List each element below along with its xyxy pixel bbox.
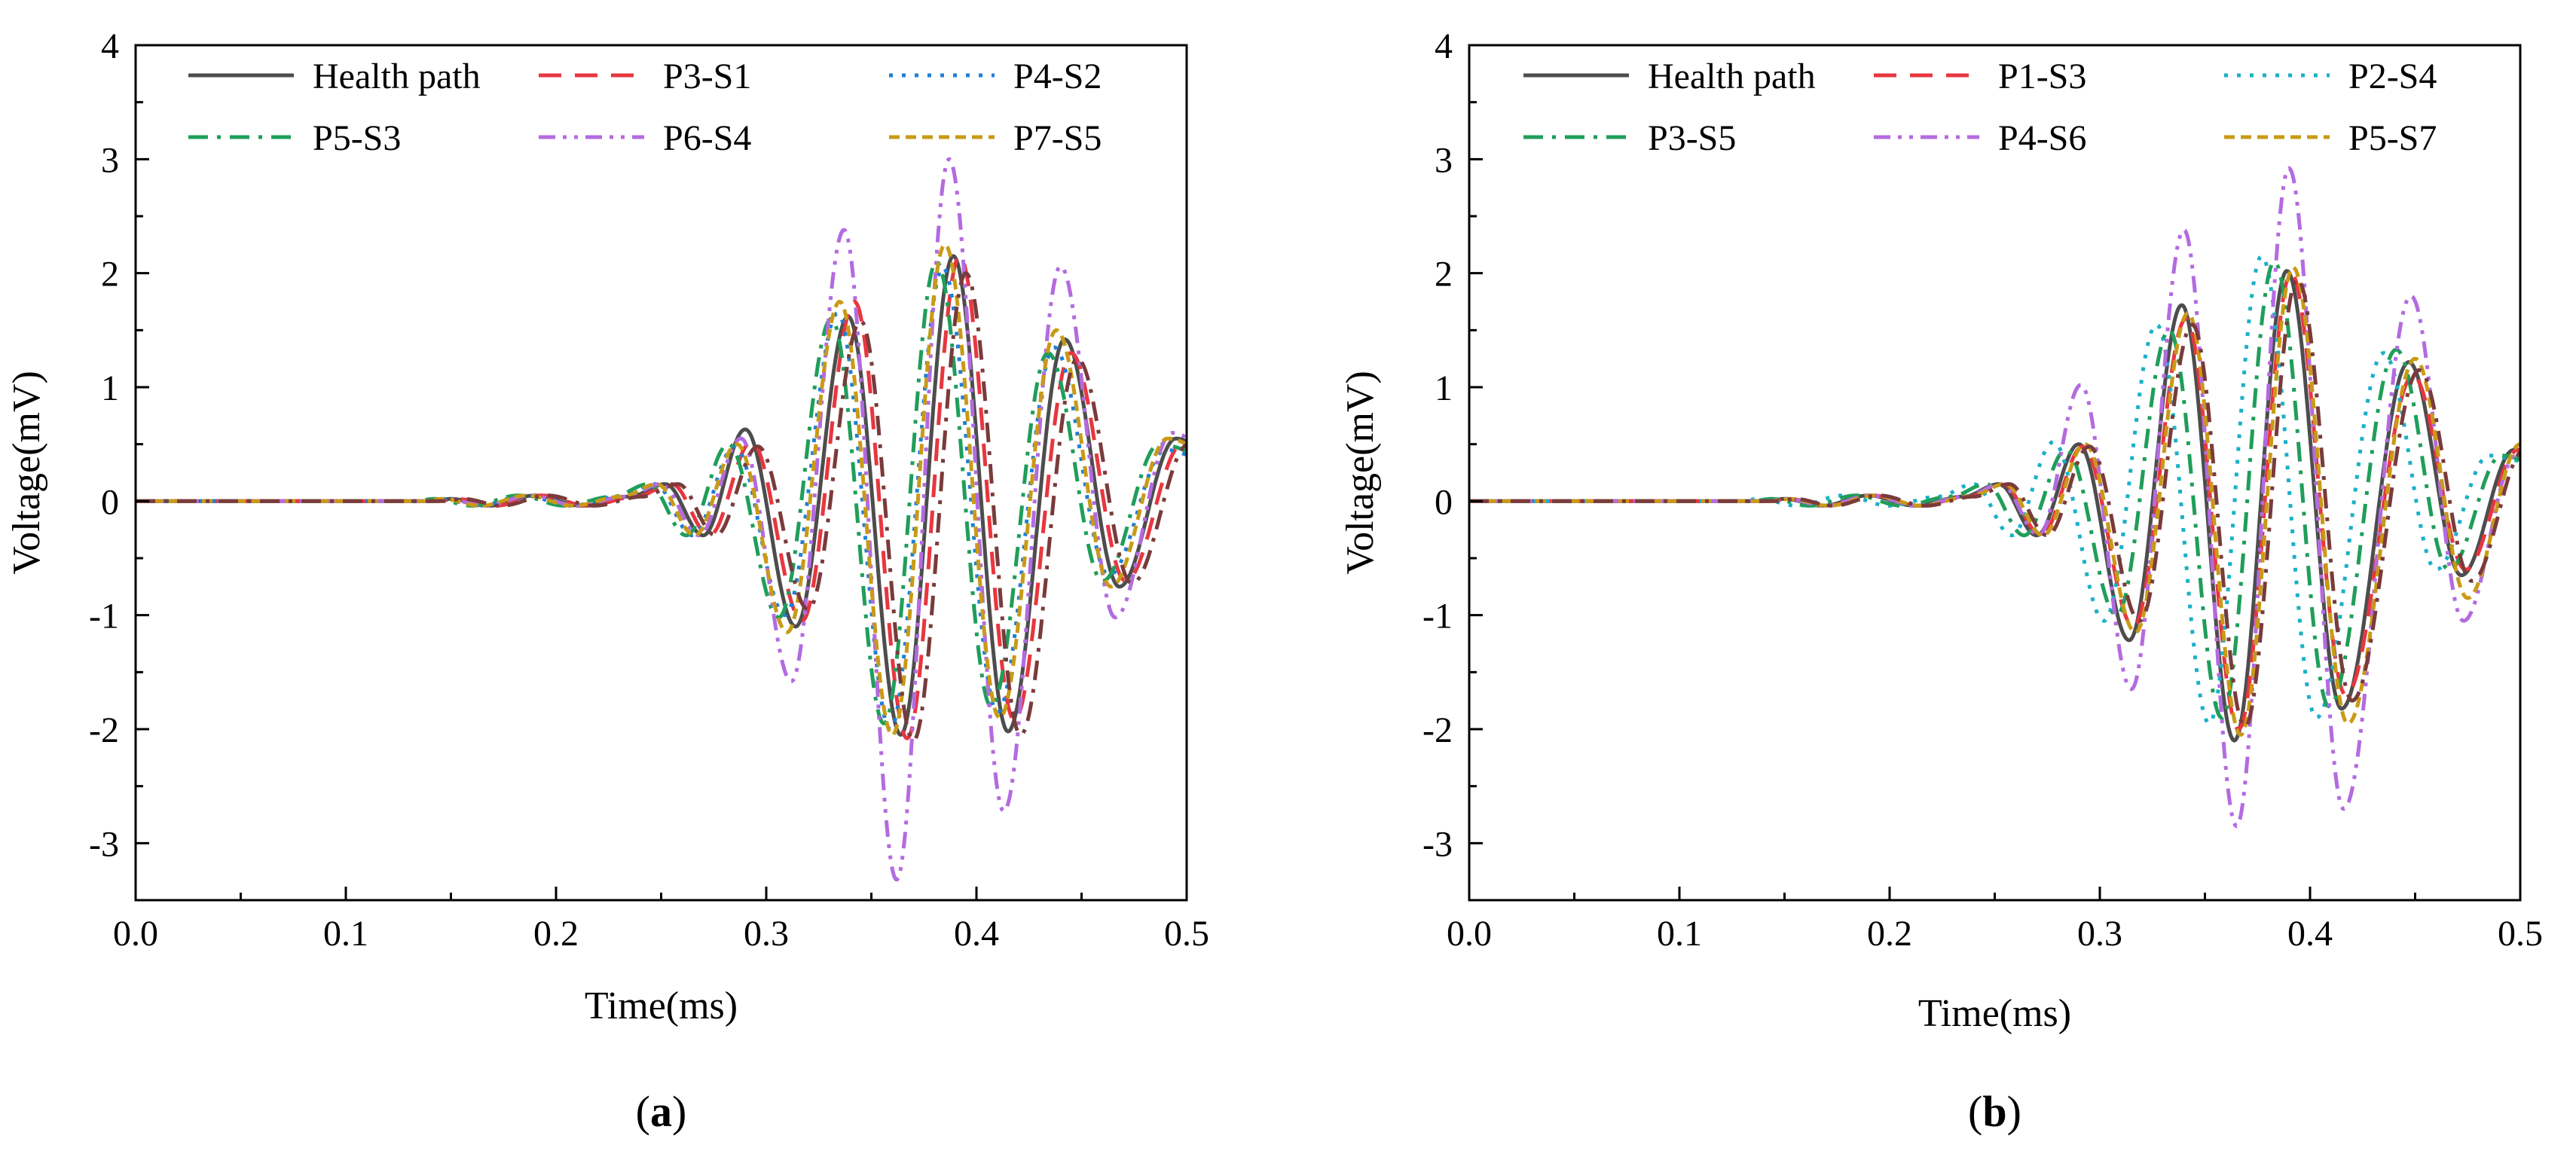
x-tick-label: 0.1 [1657, 914, 1702, 954]
series-lines [136, 157, 1187, 882]
legend-label: P5-S7 [2348, 118, 2437, 158]
series-line-unlabeled-6 [136, 270, 1187, 743]
series-line-unlabeled-6 [1469, 276, 2520, 729]
x-axis-label: Time(ms) [585, 985, 738, 1027]
series-line-p6-s4 [136, 157, 1187, 882]
y-tick-label: -1 [89, 597, 119, 637]
legend-label: P4-S2 [1013, 56, 1102, 96]
series-line-p3-s1 [136, 254, 1187, 740]
x-tick-label: 0.2 [533, 914, 579, 954]
legend: Health path P3-S1 P4-S2 P5-S3 P6-S4 P7-S5 [188, 56, 1102, 158]
legend-label: Health path [1648, 56, 1816, 96]
x-axis-ticks: 0.0 0.1 0.2 0.3 0.4 0.5 [1447, 887, 2543, 954]
y-tick-label: -1 [1422, 597, 1453, 637]
y-tick-label: -3 [1422, 824, 1453, 864]
x-axis-label: Time(ms) [1918, 992, 2071, 1035]
series-line-p4-s2 [136, 265, 1187, 731]
y-tick-label: 0 [101, 482, 119, 522]
panel-label: (a) [636, 1087, 687, 1136]
plot-frame [134, 44, 1188, 902]
y-tick-label: 3 [101, 140, 119, 180]
legend-label: P3-S1 [663, 56, 751, 96]
series-line-p2-s4 [1469, 254, 2520, 725]
y-tick-label: -3 [89, 824, 119, 864]
y-tick-label: 1 [101, 368, 119, 408]
panel-label: (b) [1968, 1087, 2021, 1136]
legend-label: P4-S6 [1998, 118, 2086, 158]
series-lines [1469, 166, 2520, 829]
y-tick-label: 2 [1435, 255, 1453, 295]
y-axis-label: Voltage(mV) [5, 371, 48, 575]
y-tick-label: 0 [1435, 482, 1453, 522]
panel-letter: b [1982, 1087, 2006, 1136]
x-tick-label: 0.0 [113, 914, 158, 954]
y-tick-label: 1 [1435, 368, 1453, 408]
x-tick-label: 0.4 [2287, 914, 2333, 954]
y-axis-ticks: -3 -2 -1 0 1 2 3 4 [1422, 26, 1483, 902]
y-axis-label: Voltage(mV) [1339, 371, 1382, 575]
y-tick-label: 4 [101, 26, 119, 66]
y-tick-label: 3 [1435, 140, 1453, 180]
y-tick-label: 2 [101, 255, 119, 295]
x-tick-label: 0.2 [1867, 914, 1912, 954]
x-tick-label: 0.5 [1164, 914, 1209, 954]
legend-label: P5-S3 [313, 118, 401, 158]
legend-label: P2-S4 [2348, 56, 2437, 96]
y-tick-label: -2 [1422, 710, 1453, 750]
y-tick-label: 4 [1435, 26, 1453, 66]
y-axis-ticks: -3 -2 -1 0 1 2 3 4 [89, 26, 149, 902]
legend-label: Health path [313, 56, 481, 96]
legend-label: P3-S5 [1648, 118, 1736, 158]
series-line-p4-s6 [1469, 166, 2520, 829]
series-line-health-path [1469, 269, 2520, 743]
x-tick-label: 0.5 [2498, 914, 2543, 954]
legend-label: P7-S5 [1013, 118, 1102, 158]
panel-letter: a [650, 1087, 672, 1136]
y-tick-label: -2 [89, 710, 119, 750]
legend: Health path P1-S3 P2-S4 P3-S5 P4-S6 P5-S7 [1523, 56, 2437, 158]
series-line-p5-s7 [1469, 265, 2520, 737]
legend-label: P1-S3 [1998, 56, 2086, 96]
plot-frame [1468, 44, 2522, 902]
x-tick-label: 0.3 [2077, 914, 2122, 954]
legend-label: P6-S4 [663, 118, 751, 158]
x-tick-label: 0.4 [954, 914, 999, 954]
x-axis-ticks: 0.0 0.1 0.2 0.3 0.4 0.5 [113, 887, 1209, 954]
x-tick-label: 0.1 [323, 914, 368, 954]
x-tick-label: 0.0 [1447, 914, 1492, 954]
x-tick-label: 0.3 [744, 914, 789, 954]
